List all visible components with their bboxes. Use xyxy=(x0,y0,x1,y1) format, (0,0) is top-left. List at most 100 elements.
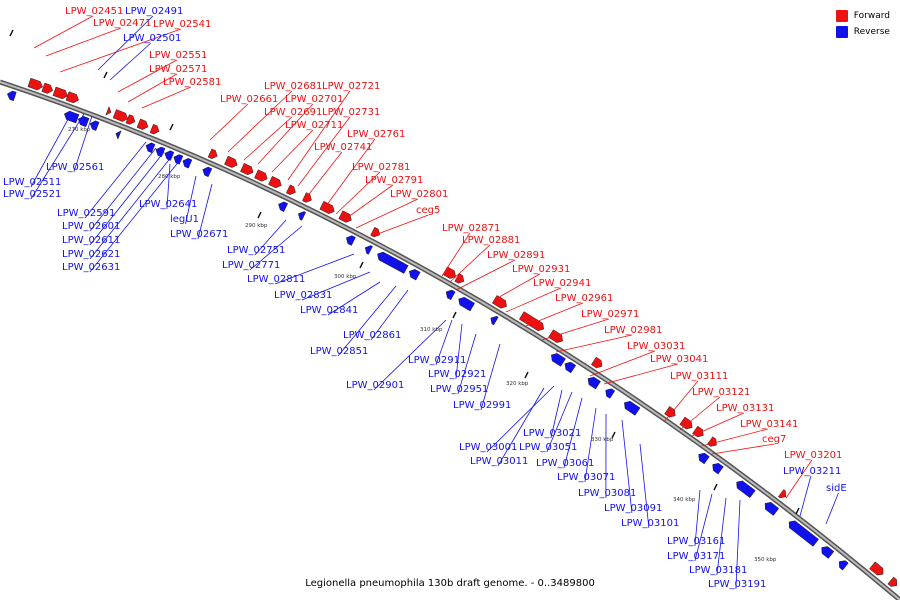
reverse-gene-block xyxy=(89,120,100,131)
forward-gene-label: ceg5 xyxy=(416,205,440,216)
site-marker xyxy=(359,261,364,269)
forward-leader-line xyxy=(45,27,122,57)
forward-gene-block xyxy=(285,184,296,195)
forward-gene-label: LPW_03121 xyxy=(692,387,750,398)
reverse-gene-label: LPW_02771 xyxy=(222,260,280,271)
forward-gene-block xyxy=(319,200,335,214)
reverse-gene-label: legU1 xyxy=(170,214,199,225)
reverse-gene-block xyxy=(364,245,373,255)
reverse-leader-line xyxy=(799,475,812,517)
reverse-gene-label: LPW_03161 xyxy=(667,536,725,547)
reverse-leader-line xyxy=(457,333,477,395)
reverse-gene-block xyxy=(164,150,175,161)
reverse-gene-block xyxy=(458,296,476,312)
forward-gene-block xyxy=(27,77,43,91)
forward-gene-block xyxy=(254,169,268,182)
tick-label: 340 kbp xyxy=(673,497,696,503)
reverse-leader-line xyxy=(327,281,381,316)
reverse-leader-line xyxy=(89,151,165,246)
forward-gene-block xyxy=(707,436,717,447)
forward-leader-line xyxy=(59,28,182,73)
forward-gene-label: LPW_03111 xyxy=(670,371,728,382)
forward-gene-block xyxy=(112,109,129,122)
forward-leader-line xyxy=(117,59,178,93)
forward-gene-label: LPW_02551 xyxy=(149,50,207,61)
forward-leader-line xyxy=(701,428,768,447)
reverse-gene-label: LPW_02921 xyxy=(428,369,486,380)
reverse-gene-block xyxy=(490,315,499,326)
forward-gene-block xyxy=(442,266,456,279)
forward-gene-block xyxy=(664,406,676,418)
site-marker xyxy=(169,123,174,131)
reverse-gene-label: LPW_02591 xyxy=(57,208,115,219)
forward-leader-line xyxy=(305,151,343,199)
legend-item-reverse: Reverse xyxy=(835,24,890,40)
forward-gene-label: LPW_03031 xyxy=(627,341,685,352)
forward-leader-line xyxy=(271,129,314,173)
forward-gene-label: LPW_02891 xyxy=(487,250,545,261)
forward-gene-block xyxy=(548,329,563,343)
reverse-leader-line xyxy=(584,407,597,483)
reverse-gene-label: LPW_02671 xyxy=(170,229,228,240)
reverse-gene-label: LPW_02951 xyxy=(430,384,488,395)
forward-leader-line xyxy=(505,287,562,313)
forward-leader-line xyxy=(711,443,775,455)
forward-gene-block xyxy=(370,226,380,238)
tick-label: 310 kbp xyxy=(420,327,443,333)
forward-leader-line xyxy=(785,459,813,499)
forward-gene-label: LPW_02451 xyxy=(65,6,123,17)
reverse-gene-block xyxy=(838,560,849,571)
reverse-gene-label: LPW_03051 xyxy=(519,442,577,453)
forward-gene-label: LPW_02701 xyxy=(285,94,343,105)
reverse-leader-line xyxy=(370,289,409,341)
forward-gene-block xyxy=(268,175,282,189)
reverse-gene-block xyxy=(173,154,184,165)
reverse-leader-line xyxy=(497,387,545,467)
reverse-leader-line xyxy=(716,497,727,576)
reverse-gene-block xyxy=(624,400,641,416)
reverse-gene-label: LPW_03011 xyxy=(470,456,528,467)
forward-gene-label: LPW_02581 xyxy=(163,77,221,88)
legend-label-reverse: Reverse xyxy=(853,27,890,37)
forward-leader-line xyxy=(243,116,293,161)
forward-leader-line xyxy=(227,90,293,153)
forward-leader-line xyxy=(691,412,745,437)
reverse-leader-line xyxy=(639,443,650,529)
reverse-gene-label: LPW_02521 xyxy=(3,189,61,200)
forward-gene-label: LPW_02981 xyxy=(604,325,662,336)
forward-gene-block xyxy=(224,155,238,168)
reverse-gene-block xyxy=(445,289,456,301)
forward-leader-line xyxy=(33,15,94,49)
reverse-gene-label: LPW_02611 xyxy=(62,235,120,246)
forward-gene-label: LPW_02681 xyxy=(264,81,322,92)
forward-leader-line xyxy=(589,350,656,377)
reverse-gene-label: LPW_02751 xyxy=(227,245,285,256)
reverse-leader-line xyxy=(301,271,371,301)
reverse-gene-block xyxy=(409,269,421,281)
reverse-leader-line xyxy=(435,319,453,366)
tick-label: 300 kbp xyxy=(334,274,357,280)
reverse-gene-block xyxy=(698,452,710,465)
reverse-leader-line xyxy=(30,113,85,200)
forward-gene-label: LPW_03201 xyxy=(784,450,842,461)
forward-leader-line xyxy=(127,73,178,103)
forward-leader-line xyxy=(555,334,632,353)
reverse-leader-line xyxy=(254,219,287,256)
reverse-gene-label: LPW_02491 xyxy=(125,6,183,17)
forward-gene-block xyxy=(302,192,312,203)
reverse-gene-block xyxy=(736,480,756,499)
site-marker xyxy=(452,311,457,319)
forward-leader-line xyxy=(325,138,376,207)
site-marker xyxy=(611,431,616,439)
forward-gene-label: LPW_02801 xyxy=(390,189,448,200)
reverse-leader-line xyxy=(89,159,181,273)
reverse-leader-line xyxy=(563,397,583,469)
forward-gene-label: LPW_02691 xyxy=(264,107,322,118)
forward-leader-line xyxy=(141,86,192,109)
forward-gene-block xyxy=(52,86,68,100)
forward-leader-line xyxy=(371,214,429,237)
reverse-leader-line xyxy=(455,323,463,380)
reverse-gene-block xyxy=(564,361,577,374)
